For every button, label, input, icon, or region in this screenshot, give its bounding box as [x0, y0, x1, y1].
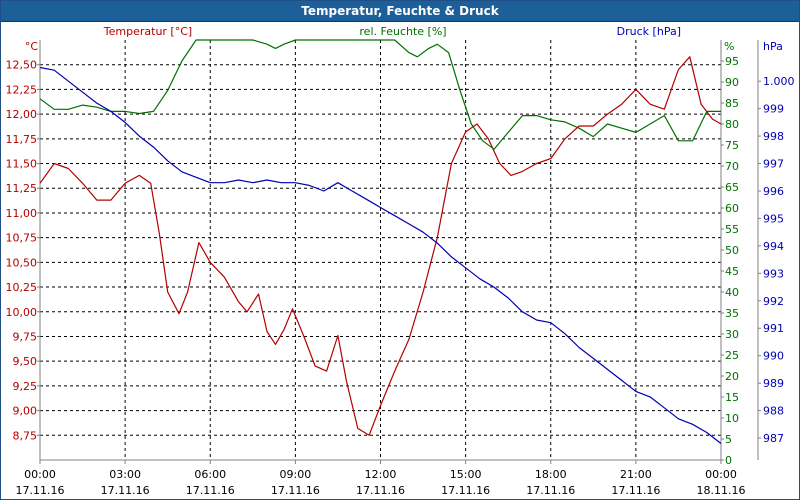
temperature-tick-label: 12,50 [6, 59, 38, 72]
pressure-tick-label: 990 [763, 350, 784, 363]
temperature-tick-label: 9,50 [13, 355, 38, 368]
humidity-line [39, 39, 721, 150]
humidity-tick-label: 80 [725, 118, 739, 131]
pressure-tick-label: 987 [763, 432, 784, 445]
temperature-tick-label: 11,75 [6, 133, 38, 146]
x-tick-date-label: 17.11.16 [356, 484, 405, 497]
x-tick-time-label: 03:00 [109, 468, 141, 481]
humidity-tick-label: 5 [725, 433, 732, 446]
x-tick-time-label: 21:00 [620, 468, 652, 481]
humidity-tick-label: 75 [725, 139, 739, 152]
x-tick-date-label: 17.11.16 [526, 484, 575, 497]
humidity-tick-label: 40 [725, 286, 739, 299]
pressure-tick-label: 1.000 [763, 75, 795, 88]
x-tick-date-label: 17.11.16 [611, 484, 660, 497]
humidity-tick-label: 70 [725, 160, 739, 173]
humidity-unit-label: % [724, 40, 734, 53]
temperature-unit-label: °C [25, 40, 39, 53]
pressure-tick-label: 988 [763, 405, 784, 418]
pressure-unit-label: hPa [763, 40, 783, 53]
x-tick-time-label: 12:00 [365, 468, 397, 481]
pressure-line [39, 66, 722, 444]
x-tick-date-label: 17.11.16 [186, 484, 235, 497]
temperature-tick-label: 12,25 [6, 83, 38, 96]
temperature-tick-label: 8,75 [13, 429, 38, 442]
title-bar: Temperatur, Feuchte & Druck [1, 1, 799, 22]
temperature-tick-label: 10,50 [6, 256, 38, 269]
temperature-line [39, 56, 722, 436]
humidity-tick-label: 20 [725, 370, 739, 383]
humidity-tick-label: 60 [725, 202, 739, 215]
temperature-tick-label: 11,00 [6, 207, 38, 220]
humidity-tick-label: 65 [725, 181, 739, 194]
temperature-tick-label: 10,75 [6, 232, 38, 245]
x-tick-time-label: 00:00 [705, 468, 737, 481]
temperature-tick-label: 9,75 [13, 330, 38, 343]
humidity-tick-label: 15 [725, 391, 739, 404]
axes [37, 40, 761, 464]
x-tick-time-label: 09:00 [280, 468, 312, 481]
x-tick-time-label: 15:00 [450, 468, 482, 481]
temperature-tick-label: 12,00 [6, 108, 38, 121]
humidity-tick-label: 30 [725, 328, 739, 341]
humidity-tick-label: 90 [725, 76, 739, 89]
humidity-tick-label: 50 [725, 244, 739, 257]
humidity-tick-label: 95 [725, 55, 739, 68]
humidity-tick-label: 0 [725, 454, 732, 467]
grid [40, 40, 721, 460]
pressure-tick-label: 991 [763, 322, 784, 335]
temperature-tick-label: 10,00 [6, 306, 38, 319]
humidity-tick-label: 35 [725, 307, 739, 320]
humidity-tick-label: 45 [725, 265, 739, 278]
x-tick-time-label: 06:00 [194, 468, 226, 481]
pressure-series-label: Druck [hPa] [617, 25, 681, 38]
x-tick-time-label: 18:00 [535, 468, 567, 481]
pressure-tick-label: 989 [763, 377, 784, 390]
pressure-tick-label: 995 [763, 212, 784, 225]
chart-title: Temperatur, Feuchte & Druck [301, 4, 499, 18]
x-tick-date-label: 17.11.16 [271, 484, 320, 497]
pressure-tick-label: 999 [763, 103, 784, 116]
pressure-tick-label: 996 [763, 185, 784, 198]
humidity-tick-label: 55 [725, 223, 739, 236]
pressure-tick-label: 997 [763, 158, 784, 171]
series-lines [39, 39, 722, 444]
temperature-tick-label: 9,25 [13, 380, 38, 393]
temperature-tick-label: 11,25 [6, 182, 38, 195]
x-tick-date-label: 18.11.16 [697, 484, 746, 497]
x-tick-date-label: 17.11.16 [16, 484, 65, 497]
temperature-tick-label: 11,50 [6, 158, 38, 171]
humidity-tick-label: 25 [725, 349, 739, 362]
temperature-tick-label: 10,25 [6, 281, 38, 294]
x-tick-time-label: 00:00 [24, 468, 56, 481]
x-tick-date-label: 17.11.16 [441, 484, 490, 497]
x-tick-date-label: 17.11.16 [101, 484, 150, 497]
humidity-series-label: rel. Feuchte [%] [359, 25, 446, 38]
pressure-tick-label: 998 [763, 130, 784, 143]
temperature-series-label: Temperatur [°C] [103, 25, 192, 38]
pressure-tick-label: 992 [763, 295, 784, 308]
temperature-tick-label: 9,00 [13, 405, 38, 418]
tick-labels: Temperatur [°C] rel. Feuchte [%] Druck [hP… [6, 25, 795, 497]
humidity-tick-label: 85 [725, 97, 739, 110]
humidity-tick-label: 10 [725, 412, 739, 425]
pressure-tick-label: 994 [763, 240, 784, 253]
pressure-tick-label: 993 [763, 267, 784, 280]
